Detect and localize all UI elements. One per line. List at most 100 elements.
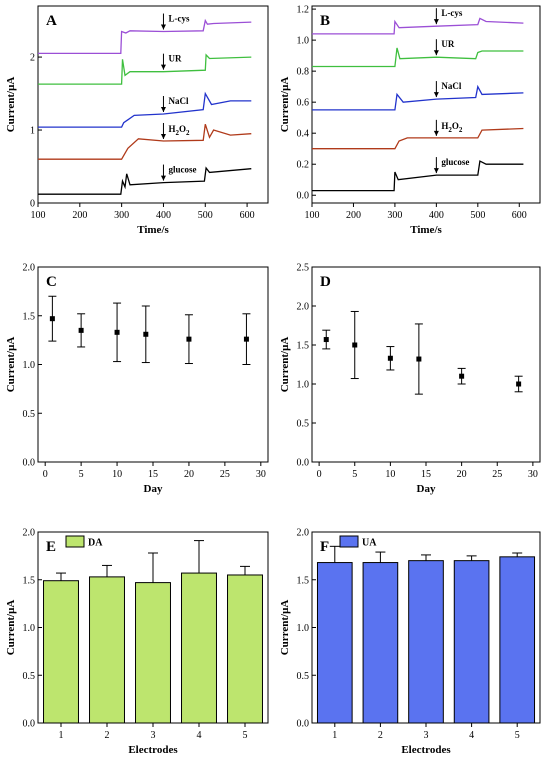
x-tick-label: 300 (114, 210, 129, 221)
y-tick-label: 0.0 (297, 191, 310, 202)
annotation-label: NaCl (441, 81, 461, 91)
bar (181, 572, 217, 724)
x-axis-label: Day (417, 483, 436, 495)
x-tick-label: 25 (220, 469, 230, 480)
legend-label: DA (88, 538, 103, 549)
x-tick-label: 5 (515, 730, 520, 741)
arrow-head (433, 168, 439, 174)
y-tick-label: 1.5 (23, 575, 36, 586)
arrow-head (433, 50, 439, 56)
annotation-label: UR (168, 54, 181, 64)
x-axis-label: Day (144, 483, 163, 495)
series-line (38, 91, 252, 128)
y-tick-label: 2.0 (297, 302, 310, 313)
annotation-label: L-cys (441, 8, 462, 18)
x-tick-label: 30 (256, 469, 266, 480)
arrow-head (160, 106, 166, 112)
y-tick-label: 0.5 (23, 671, 36, 682)
y-tick-label: 1.0 (297, 380, 310, 391)
x-tick-label: 15 (148, 469, 158, 480)
series-line (312, 84, 524, 111)
panel-label: E (46, 539, 56, 555)
annotation-label: H2O2 (441, 121, 463, 134)
y-tick-label: 0.0 (23, 719, 36, 730)
bar (227, 574, 263, 724)
panel-f: 0.0 0.5 1.0 1.5 2.0 1 2 3 4 5 Electrodes Current/μA… (279, 528, 541, 756)
data-point (49, 316, 55, 322)
y-tick-label: 2 (30, 53, 35, 64)
panel-c: 0.0 0.5 1.0 1.5 2.0 0 5 10 15 20 25 30 Day Current/μA… (5, 263, 269, 495)
y-tick-label: 1.2 (297, 5, 310, 16)
annotation-label: NaCl (168, 96, 188, 106)
series-line (312, 127, 524, 150)
panel-a: 0 1 2 100 200 300 400 500 600 Time/s Current/μA A L-… (5, 5, 269, 236)
series-line (38, 18, 252, 55)
plot-frame (37, 266, 269, 463)
x-tick-label: 4 (197, 730, 202, 741)
annotation-label: UR (441, 39, 454, 49)
series-line (312, 160, 524, 192)
data-point (352, 342, 358, 348)
x-tick-label: 1 (59, 730, 64, 741)
x-axis-label: Time/s (137, 224, 169, 236)
data-point (516, 381, 522, 387)
x-tick-label: 5 (243, 730, 248, 741)
legend-swatch (65, 535, 85, 548)
y-axis-label: Current/μA (5, 77, 17, 133)
series-line (312, 17, 524, 35)
x-tick-label: 10 (385, 469, 395, 480)
y-tick-label: 1.5 (23, 311, 36, 322)
panel-d: 0.0 0.5 1.0 1.5 2.0 2.5 0 5 10 15 20 25 30 Day Current… (279, 263, 541, 495)
y-axis-label: Current/μA (279, 77, 291, 133)
panel-label: B (320, 13, 330, 29)
series-line (38, 166, 252, 195)
x-tick-label: 3 (151, 730, 156, 741)
data-point (143, 331, 149, 337)
arrow-head (160, 175, 166, 181)
x-axis-label: Time/s (410, 224, 442, 236)
arrow-head (433, 19, 439, 25)
y-axis-label: Current/μA (5, 337, 17, 393)
y-tick-label: 0.6 (297, 98, 310, 109)
series-line (38, 53, 252, 85)
data-point (114, 329, 120, 335)
bar (43, 580, 79, 724)
x-tick-label: 2 (378, 730, 383, 741)
x-axis-label: Electrodes (128, 744, 178, 756)
legend-swatch (339, 535, 359, 548)
x-axis-label: Electrodes (401, 744, 451, 756)
y-axis-label: Current/μA (5, 600, 17, 656)
x-tick-label: 1 (332, 730, 337, 741)
arrow-head (160, 133, 166, 139)
panel-label: C (46, 274, 57, 290)
y-tick-label: 0.0 (297, 458, 310, 469)
annotation-label: glucose (441, 157, 469, 167)
x-tick-label: 200 (346, 210, 361, 221)
x-tick-label: 4 (469, 730, 474, 741)
x-tick-label: 10 (112, 469, 122, 480)
y-axis-label: Current/μA (279, 600, 291, 656)
bar (135, 582, 171, 724)
y-tick-label: 0.5 (23, 409, 36, 420)
series-line (38, 124, 252, 160)
data-point (459, 373, 465, 379)
bar (316, 562, 353, 724)
x-tick-label: 20 (457, 469, 467, 480)
bar (362, 562, 399, 724)
plot-frame (311, 5, 541, 204)
y-tick-label: 1.0 (23, 360, 36, 371)
panel-b: 0.0 0.2 0.4 0.6 0.8 1.0 1.2 100 200 300 400 500 600 T… (279, 5, 541, 236)
x-tick-label: 500 (470, 210, 485, 221)
y-tick-label: 1.0 (23, 623, 36, 634)
panel-label: D (320, 274, 331, 290)
data-point (387, 355, 393, 361)
x-tick-label: 600 (240, 210, 255, 221)
arrow-head (433, 130, 439, 136)
data-point (323, 337, 329, 343)
x-tick-label: 3 (424, 730, 429, 741)
arrow-head (160, 64, 166, 70)
x-tick-label: 200 (72, 210, 87, 221)
x-tick-label: 15 (421, 469, 431, 480)
x-tick-label: 5 (352, 469, 357, 480)
y-tick-label: 0.4 (297, 129, 310, 140)
